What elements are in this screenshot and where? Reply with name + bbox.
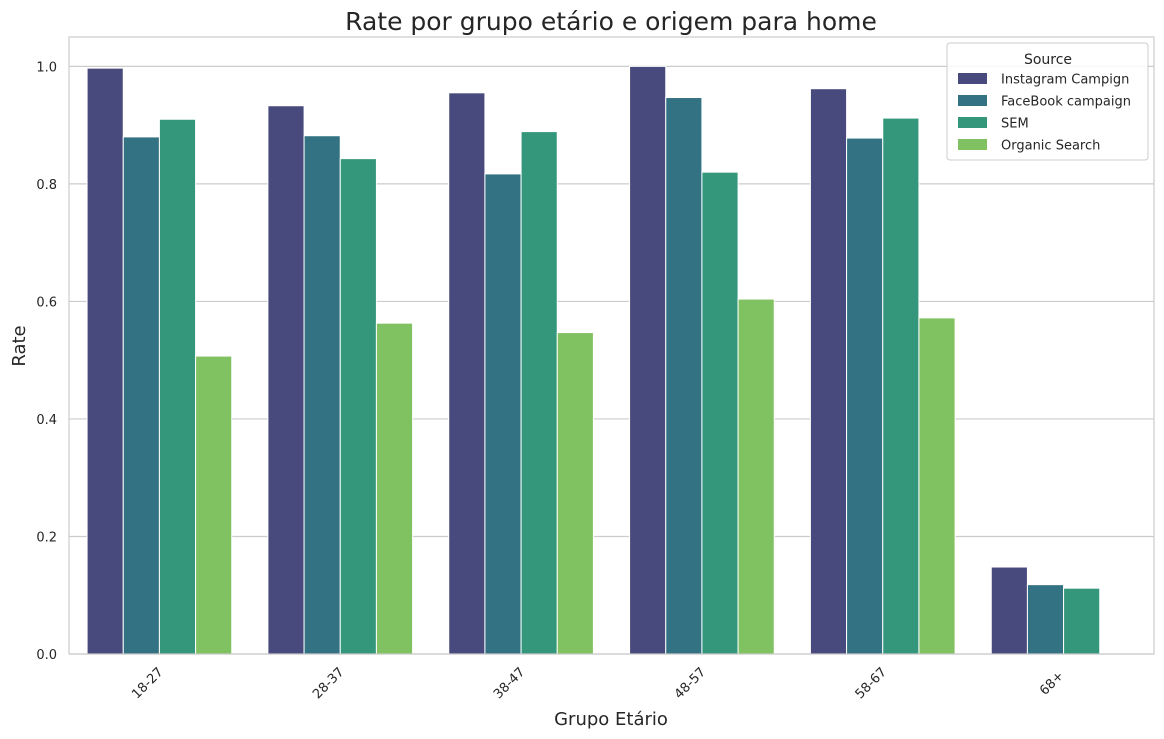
bar xyxy=(701,171,739,655)
legend-swatch xyxy=(958,117,987,128)
bar xyxy=(629,65,667,655)
legend: Source Instagram Campign FaceBook campaig… xyxy=(946,42,1149,161)
bar xyxy=(122,136,160,655)
bar xyxy=(484,173,522,655)
y-axis-label: Rate xyxy=(9,325,30,366)
y-tick-label: 0.0 xyxy=(36,648,57,663)
bar xyxy=(195,355,233,655)
legend-box xyxy=(946,42,1149,161)
bar xyxy=(86,67,124,655)
y-tick-labels: 0.0 0.2 0.4 0.6 0.8 1.0 xyxy=(36,60,57,663)
legend-entry: Organic Search xyxy=(1001,139,1100,154)
y-tick-label: 0.2 xyxy=(36,530,57,545)
legend-title: Source xyxy=(1024,52,1072,68)
plot-frame xyxy=(68,36,1155,655)
bar xyxy=(1063,587,1101,655)
y-tick-label: 1.0 xyxy=(36,60,57,75)
y-tick-label: 0.4 xyxy=(36,413,57,428)
bar xyxy=(375,322,414,655)
bar xyxy=(520,131,558,655)
bar xyxy=(809,88,848,655)
bar xyxy=(846,137,884,655)
bar xyxy=(556,332,594,655)
legend-swatch xyxy=(958,73,987,84)
bar xyxy=(339,158,377,655)
y-tick-label: 0.6 xyxy=(36,295,57,310)
legend-swatch xyxy=(958,95,987,106)
legend-entry: FaceBook campaign xyxy=(1001,95,1131,110)
x-tick-labels: 18-27 28-37 38-47 48-57 58-67 68+ xyxy=(129,665,1067,702)
x-tick-label: 28-37 xyxy=(310,665,347,702)
x-tick-label: 38-47 xyxy=(491,665,528,702)
bar xyxy=(267,105,305,655)
bar xyxy=(158,118,197,655)
bars xyxy=(86,65,1101,655)
chart-title: Rate por grupo etário e origem para home xyxy=(345,7,877,36)
legend-swatch xyxy=(958,139,987,150)
bar xyxy=(737,298,775,655)
y-tick-label: 0.8 xyxy=(36,178,57,193)
bar xyxy=(990,566,1028,655)
x-tick-label: 58-67 xyxy=(853,665,890,702)
bar xyxy=(882,117,920,655)
x-tick-label: 48-57 xyxy=(672,665,709,702)
bar xyxy=(918,317,956,655)
bar xyxy=(1026,584,1065,655)
legend-entry: SEM xyxy=(1001,117,1029,132)
bar xyxy=(303,135,341,655)
x-axis-label: Grupo Etário xyxy=(554,709,668,730)
x-tick-label: 18-27 xyxy=(129,665,166,702)
bar xyxy=(448,92,486,655)
x-tick-label: 68+ xyxy=(1037,669,1067,699)
legend-entry: Instagram Campign xyxy=(1001,73,1129,88)
bar xyxy=(665,97,703,655)
